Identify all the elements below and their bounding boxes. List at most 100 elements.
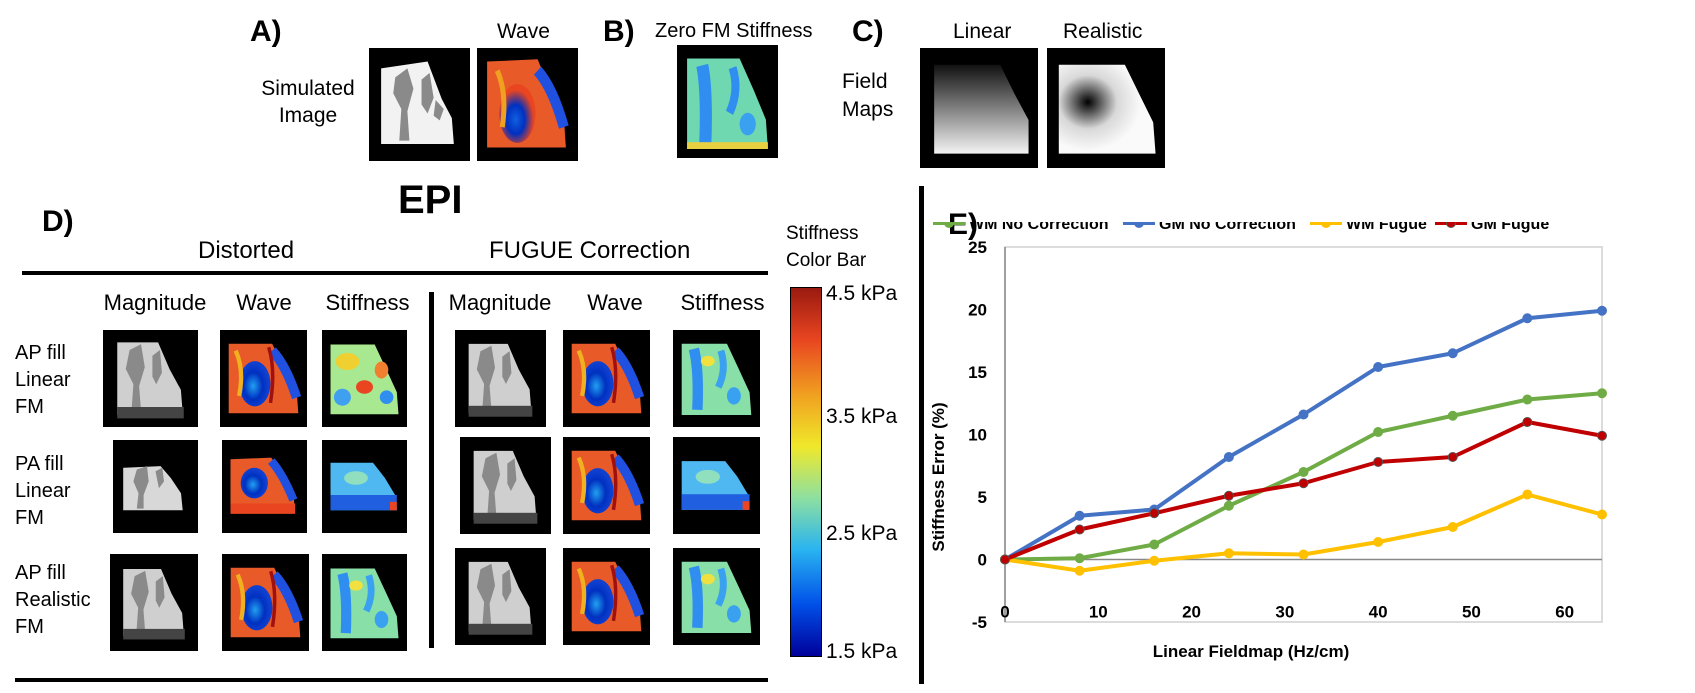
- x-tick-label: 40: [1369, 603, 1388, 622]
- row3-fugue-wave: [563, 548, 650, 645]
- legend-item: GM Fugue: [1435, 222, 1549, 233]
- panel-label-a: A): [250, 15, 282, 48]
- data-point: [1074, 553, 1085, 564]
- colorbar-title: Stiffness Color Bar: [786, 223, 867, 271]
- column-header-wave: Wave: [236, 290, 292, 315]
- x-tick-label: 50: [1462, 603, 1481, 622]
- y-tick-label: 15: [968, 363, 987, 382]
- data-point: [1597, 305, 1607, 316]
- data-point: [1149, 555, 1160, 566]
- data-point: [1149, 539, 1160, 550]
- legend-marker: [944, 222, 954, 228]
- row1-fugue-magnitude: [455, 330, 546, 427]
- y-tick-label: 10: [968, 426, 987, 445]
- column-header-stiffness: Stiffness: [680, 290, 765, 315]
- x-tick-label: 20: [1182, 603, 1201, 622]
- data-point: [1373, 362, 1384, 372]
- data-point: [1000, 554, 1010, 565]
- row-label-ap-linear: AP fill Linear FM: [15, 342, 71, 418]
- data-point: [1447, 452, 1458, 462]
- y-tick-label: 5: [978, 488, 987, 507]
- legend-item: GM No Correction: [1123, 222, 1296, 233]
- y-tick-label: -5: [972, 613, 987, 632]
- data-point: [1074, 565, 1085, 576]
- distorted-header: Distorted: [198, 237, 295, 264]
- top-rule: [22, 271, 768, 275]
- realistic-header: Realistic: [1063, 20, 1143, 43]
- panel-label-c: C): [852, 15, 884, 48]
- row2-distorted-magnitude: [113, 440, 198, 533]
- data-point: [1597, 430, 1607, 441]
- row3-distorted-wave: [222, 554, 309, 651]
- data-point: [1447, 410, 1458, 421]
- field-maps-label: Field Maps: [842, 70, 894, 121]
- data-point: [1373, 457, 1384, 467]
- data-point: [1597, 509, 1607, 520]
- row1-distorted-wave: [220, 330, 307, 427]
- row2-distorted-stiffness: [322, 440, 407, 533]
- row3-distorted-magnitude: [110, 554, 198, 651]
- data-point: [1447, 348, 1458, 359]
- legend-marker: [1446, 222, 1456, 228]
- row1-fugue-stiffness: [673, 330, 760, 427]
- row3-distorted-stiffness: [322, 554, 407, 651]
- legend-label: GM No Correction: [1159, 222, 1296, 233]
- simulated-image-label: Simulated Image: [261, 77, 355, 127]
- stiffness-error-chart: WM No Correction GM No Correction WM Fugue…: [929, 222, 1607, 661]
- colorbar-tick-3-5: 3.5 kPa: [826, 405, 898, 428]
- zero-fm-stiffness-image: [677, 45, 778, 158]
- legend-item: WM Fugue: [1310, 222, 1427, 233]
- x-tick-label: 0: [1000, 603, 1009, 622]
- data-point: [1373, 537, 1384, 547]
- panel-label-d: D): [42, 205, 74, 238]
- colorbar-tick-4-5: 4.5 kPa: [826, 282, 898, 305]
- zero-fm-stiffness-header: Zero FM Stiffness: [655, 20, 813, 42]
- plot-frame: [1004, 246, 1603, 623]
- x-tick-label: 10: [1089, 603, 1108, 622]
- fugue-correction-header: FUGUE Correction: [489, 237, 691, 264]
- data-point: [1522, 417, 1533, 427]
- column-header-wave: Wave: [587, 290, 643, 315]
- legend-marker: [1134, 222, 1144, 228]
- data-point: [1447, 522, 1458, 532]
- colorbar-tick-2-5: 2.5 kPa: [826, 522, 898, 545]
- linear-fieldmap-image: [920, 48, 1038, 168]
- y-tick-label: 25: [968, 238, 987, 257]
- data-point: [1522, 394, 1533, 405]
- legend-marker: [1321, 222, 1331, 228]
- data-point: [1522, 489, 1533, 500]
- data-point: [1298, 467, 1309, 477]
- x-tick-label: 30: [1275, 603, 1294, 622]
- y-tick-label: 0: [978, 551, 987, 570]
- row2-fugue-magnitude: [460, 437, 551, 534]
- realistic-fieldmap-image: [1047, 48, 1165, 168]
- bottom-rule: [15, 678, 768, 682]
- panel-label-b: B): [603, 15, 635, 48]
- data-point: [1373, 427, 1384, 437]
- row1-fugue-wave: [563, 330, 650, 427]
- legend-label: WM Fugue: [1346, 222, 1427, 233]
- data-point: [1074, 510, 1085, 521]
- data-point: [1223, 490, 1234, 501]
- column-header-stiffness: Stiffness: [325, 290, 410, 315]
- panel-e-divider: [919, 186, 924, 684]
- y-axis-label: Stiffness Error (%): [929, 402, 948, 551]
- legend-label: WM No Correction: [969, 222, 1109, 233]
- data-point: [1522, 313, 1533, 324]
- row1-distorted-magnitude: [103, 330, 198, 427]
- series-line: [1003, 308, 1603, 562]
- linear-header: Linear: [953, 20, 1012, 43]
- legend-item: WM No Correction: [933, 222, 1109, 233]
- row1-distorted-stiffness: [322, 330, 407, 427]
- row2-distorted-wave: [222, 440, 307, 533]
- row3-fugue-stiffness: [673, 548, 760, 645]
- y-tick-label: 20: [968, 301, 987, 320]
- simulated-magnitude-image: [369, 48, 470, 161]
- row3-fugue-magnitude: [455, 548, 546, 645]
- epi-title: EPI: [398, 178, 463, 222]
- colorbar-tick-1-5: 1.5 kPa: [826, 640, 898, 663]
- vertical-divider: [429, 292, 434, 648]
- column-header-magnitude: Magnitude: [103, 290, 207, 315]
- data-point: [1298, 409, 1309, 420]
- series-line: [1004, 420, 1603, 562]
